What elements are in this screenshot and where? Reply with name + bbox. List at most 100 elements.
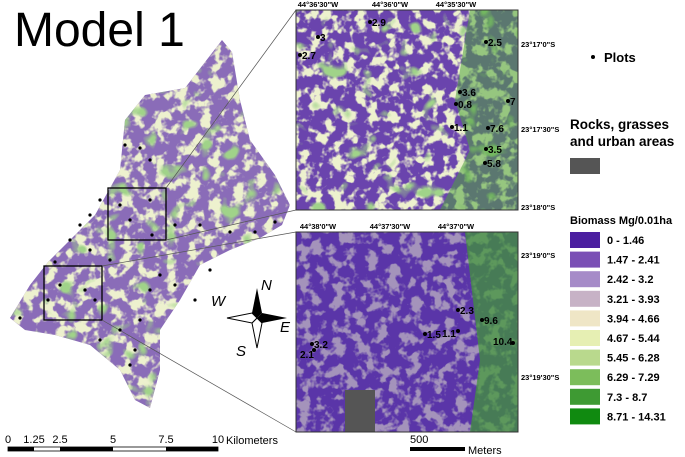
legend-swatch [570, 271, 600, 288]
km-scale-tick: 10 [212, 434, 224, 446]
leader-line [101, 231, 297, 267]
legend-label: 0 - 1.46 [607, 235, 644, 247]
plot-point [480, 318, 484, 322]
rocks-label: Rocks, grasses and urban areas [570, 117, 675, 149]
compass-s: S [236, 343, 246, 360]
plot-point [133, 348, 137, 352]
plot-point [423, 332, 427, 336]
plot-point [53, 260, 57, 264]
legend-swatch [570, 251, 600, 268]
plot-label: 2.9 [372, 18, 386, 29]
plots-label: Plots [604, 50, 636, 65]
plot-point [312, 348, 316, 352]
plot-point [450, 125, 454, 129]
plot-point [88, 213, 92, 217]
m-scale-unit: Meters [468, 445, 502, 457]
plot-point [456, 329, 460, 333]
legend-swatch [570, 310, 600, 327]
plot-point [198, 223, 202, 227]
plot-label: 3.2 [314, 340, 328, 351]
legend-label: 3.21 - 3.93 [607, 294, 660, 306]
plot-point [228, 230, 232, 234]
legend-label: 2.42 - 3.2 [607, 274, 653, 286]
plot-point [98, 198, 102, 202]
plot-point [316, 35, 320, 39]
plot-label: 3.6 [462, 88, 476, 99]
scale-segment [60, 447, 113, 451]
plot-point [58, 283, 62, 287]
plot-point [506, 99, 510, 103]
legend-label: 6.29 - 7.29 [607, 372, 660, 384]
plot-label: 10.4 [493, 337, 513, 348]
legend-swatch [570, 330, 600, 346]
plot-point [454, 102, 458, 106]
plot-label: 1.5 [427, 330, 441, 341]
inset-2-frame [295, 231, 519, 433]
longitude-label: 44°36'30"W [298, 0, 339, 9]
plot-point [68, 238, 72, 242]
legend-swatch [570, 232, 600, 248]
plot-point [78, 223, 82, 227]
inset-2-box [43, 265, 103, 321]
plot-point [484, 147, 488, 151]
inset-1-frame [295, 9, 519, 211]
plot-point [118, 328, 122, 332]
plot-label: 2.3 [460, 306, 474, 317]
plot-label: 2.1 [300, 350, 314, 361]
plot-point [298, 53, 302, 57]
plot-point [458, 90, 462, 94]
legend-label: 8.71 - 14.31 [607, 411, 666, 423]
latitude-label: 23°19'30"S [521, 373, 559, 382]
legend-label: 3.94 - 4.66 [607, 313, 660, 325]
plot-point [148, 198, 152, 202]
plot-point [18, 316, 22, 320]
legend-swatch [570, 290, 600, 307]
km-scale-tick: 5 [110, 434, 116, 446]
plot-label: 1.1 [442, 329, 456, 340]
plot-point [88, 248, 92, 252]
plot-label: 2.7 [302, 51, 316, 62]
plot-point [93, 298, 97, 302]
plot-point [158, 273, 162, 277]
plot-point [173, 223, 177, 227]
leader-line [165, 209, 297, 241]
plot-point [150, 233, 154, 237]
latitude-label: 23°17'30"S [521, 125, 559, 134]
plot-point [483, 161, 487, 165]
compass-n: N [261, 277, 272, 294]
compass-e: E [280, 319, 291, 336]
inset-1-map [296, 10, 518, 210]
biomass-texture [10, 40, 290, 408]
compass-arrow [252, 288, 262, 318]
longitude-label: 44°36'0"W [372, 0, 409, 9]
latitude-label: 23°17'0"S [521, 40, 555, 49]
plot-point [148, 288, 152, 292]
compass-arrow [226, 312, 258, 324]
legend-label: 4.67 - 5.44 [607, 333, 660, 345]
latitude-label: 23°19'0"S [521, 251, 555, 260]
plot-point [138, 146, 142, 150]
legend-swatch [570, 369, 600, 386]
plot-point [148, 158, 152, 162]
plot-point [123, 143, 127, 147]
rock-area [345, 390, 375, 432]
plot-point [118, 203, 122, 207]
compass: N S E W [211, 277, 291, 360]
plot-label: 2.5 [488, 38, 502, 49]
plot-point [108, 258, 112, 262]
scale-segment [166, 447, 218, 451]
compass-arrow [257, 313, 287, 323]
leader-line [101, 319, 297, 433]
plot-point [456, 308, 460, 312]
plot-label: 0.8 [458, 100, 472, 111]
forest-patch [440, 10, 518, 210]
km-scale-tick: 2.5 [52, 434, 67, 446]
plot-symbol [591, 55, 595, 59]
plot-point [368, 20, 372, 24]
plot-point [83, 288, 87, 292]
km-scale-tick: 1.25 [23, 434, 44, 446]
map-title: Model 1 [14, 4, 185, 57]
m-scale-tick: 500 [410, 434, 428, 446]
km-scale-unit: Kilometers [226, 435, 278, 447]
